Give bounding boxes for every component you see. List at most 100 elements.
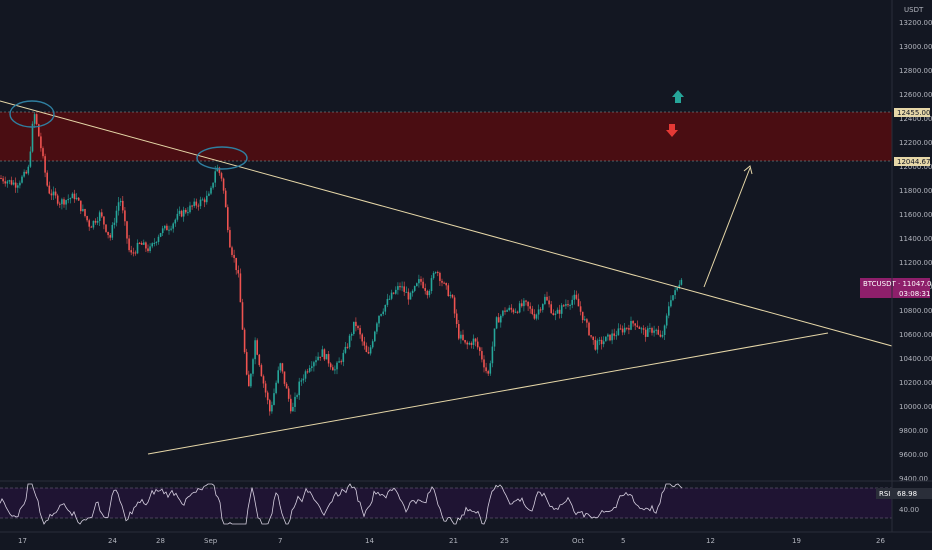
candle-body: [134, 252, 137, 254]
time-tick-label: 5: [621, 537, 625, 545]
candle-body: [149, 246, 151, 252]
candle-body: [203, 199, 206, 203]
candle-body: [554, 313, 557, 315]
candle-body: [424, 288, 426, 291]
candle-body: [138, 242, 141, 244]
candle-body: [548, 300, 550, 305]
candle-body: [596, 340, 599, 350]
candle-body: [193, 201, 195, 207]
resistance-zone: [0, 112, 892, 161]
candle-body: [170, 228, 172, 230]
candle-body: [376, 323, 378, 332]
price-tick-label: 10600.00: [899, 331, 932, 339]
candle-body: [98, 212, 101, 222]
candle-body: [84, 209, 86, 217]
candle-body: [220, 173, 223, 179]
candle-body: [361, 334, 363, 342]
candle-body: [61, 199, 63, 205]
candle-body: [416, 283, 418, 287]
candle-body: [180, 210, 183, 217]
candle-body: [191, 205, 193, 207]
candle-body: [470, 342, 473, 345]
price-tick-label: 9600.00: [899, 451, 928, 459]
candle-body: [8, 180, 11, 182]
candle-body: [140, 242, 143, 245]
candle-body: [502, 310, 504, 316]
candle-body: [521, 303, 523, 307]
candle-body: [92, 220, 95, 228]
candle-body: [19, 182, 21, 186]
candle-body: [495, 317, 498, 329]
candle-body: [365, 345, 368, 353]
top-ellipse-right[interactable]: [196, 146, 248, 170]
candle-body: [544, 296, 546, 305]
time-axis[interactable]: 17 24 28 Sep 7 14 21 25 Oct 5 12 19 26: [18, 537, 885, 545]
candle-body: [86, 216, 88, 221]
upper-zone-label: 12455.00: [897, 109, 930, 117]
candle-body: [0, 178, 2, 179]
candle-body: [124, 210, 126, 222]
candle-body: [636, 325, 639, 327]
candle-body: [46, 172, 48, 186]
candle-body: [214, 171, 216, 183]
candle-body: [510, 307, 513, 310]
candle-body: [458, 323, 460, 339]
candle-body: [229, 230, 231, 248]
candle-body: [615, 335, 618, 337]
candle-body: [388, 298, 391, 300]
candle-body: [447, 285, 450, 297]
down-arrow-icon: [666, 124, 678, 137]
candle-body: [115, 210, 118, 223]
candle-body: [197, 205, 200, 207]
candle-body: [27, 166, 30, 174]
time-tick-label: Sep: [204, 537, 218, 545]
price-tick-label: 10200.00: [899, 379, 932, 387]
candle-body: [6, 181, 9, 184]
candle-body: [243, 329, 246, 353]
candle-body: [151, 243, 153, 247]
descending-trendline[interactable]: [0, 100, 893, 347]
candle-body: [88, 220, 90, 227]
candle-body: [670, 300, 672, 307]
candle-body: [462, 334, 464, 341]
candle-body: [413, 286, 416, 291]
candle-body: [632, 320, 634, 324]
time-tick-label: 21: [449, 537, 458, 545]
candle-body: [155, 241, 158, 243]
candle-body: [355, 321, 357, 327]
candle-body: [264, 383, 267, 393]
candle-body: [579, 306, 582, 312]
candle-body: [77, 197, 80, 201]
time-tick-label: 26: [876, 537, 885, 545]
candle-body: [397, 286, 399, 290]
top-ellipse-left[interactable]: [9, 100, 55, 128]
time-tick-label: 17: [18, 537, 27, 545]
candle-body: [638, 326, 641, 329]
candle-body: [199, 199, 202, 207]
candle-body: [50, 193, 53, 196]
candle-body: [443, 282, 445, 284]
candle-body: [512, 309, 515, 313]
price-tick-label: 12200.00: [899, 139, 932, 147]
candle-body: [569, 304, 571, 306]
candle-body: [277, 370, 279, 383]
candle-body: [386, 299, 389, 305]
projection-arrow-line[interactable]: [703, 167, 751, 288]
candle-body: [487, 371, 489, 374]
candle-body: [306, 371, 309, 373]
candle-body: [285, 383, 288, 389]
candle-body: [59, 203, 61, 205]
candle-body: [476, 341, 479, 348]
ascending-trendline[interactable]: [147, 332, 829, 455]
candle-body: [655, 329, 657, 331]
candle-body: [527, 301, 529, 307]
price-tick-label: 11600.00: [899, 211, 932, 219]
candle-body: [353, 321, 355, 335]
candle-body: [348, 335, 351, 348]
candle-body: [407, 291, 410, 300]
candle-body: [665, 315, 668, 326]
candle-body: [445, 283, 447, 286]
candle-body: [145, 242, 147, 249]
time-tick-label: 14: [365, 537, 374, 545]
